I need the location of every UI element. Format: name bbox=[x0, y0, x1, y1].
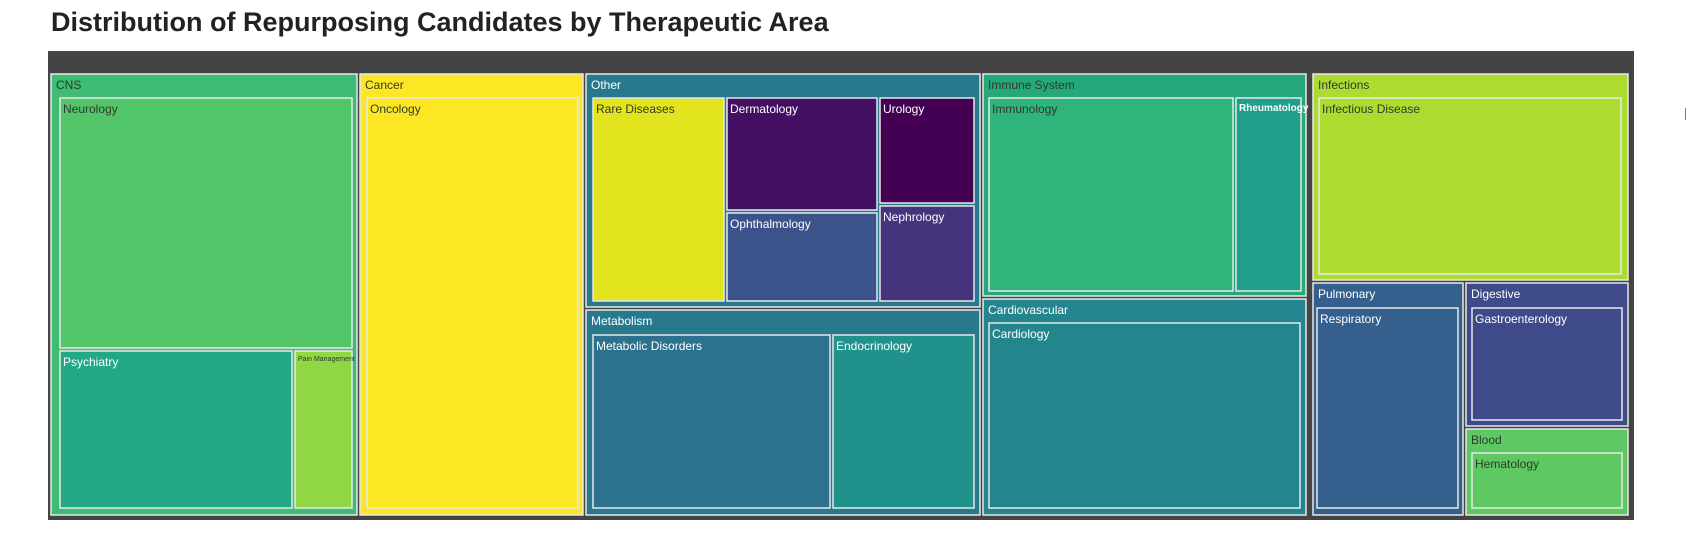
tile-label-nephrology: Nephrology bbox=[883, 210, 944, 224]
tile-label-cancer: Cancer bbox=[365, 78, 404, 92]
tile-urology[interactable] bbox=[879, 97, 975, 204]
tile-neurology[interactable] bbox=[59, 97, 353, 349]
tile-label-other: Other bbox=[591, 78, 621, 92]
tile-rheumatology[interactable] bbox=[1235, 97, 1302, 292]
tile-label-endocrinology: Endocrinology bbox=[836, 339, 912, 353]
tile-label-metabolic-disorders: Metabolic Disorders bbox=[596, 339, 702, 353]
tile-label-gastroenterology: Gastroenterology bbox=[1475, 312, 1567, 326]
tile-label-rare-diseases: Rare Diseases bbox=[596, 102, 675, 116]
tile-label-hematology: Hematology bbox=[1475, 457, 1539, 471]
tile-metabolic-disorders[interactable] bbox=[592, 334, 831, 509]
tile-label-cardiovascular: Cardiovascular bbox=[988, 303, 1068, 317]
treemap-tiles: CNS Neurology Psychiatry Pain Management Can… bbox=[50, 73, 1629, 516]
tile-oncology[interactable] bbox=[366, 97, 579, 509]
tile-cardiology[interactable] bbox=[988, 322, 1301, 509]
tile-ophthalmology[interactable] bbox=[726, 212, 878, 302]
tile-nephrology[interactable] bbox=[879, 205, 975, 302]
tile-label-ophthalmology: Ophthalmology bbox=[730, 217, 811, 231]
tile-label-cardiology: Cardiology bbox=[992, 327, 1049, 341]
tile-label-neurology: Neurology bbox=[63, 102, 118, 116]
tile-dermatology[interactable] bbox=[726, 97, 878, 211]
tile-respiratory[interactable] bbox=[1316, 307, 1459, 509]
tile-pain-management[interactable] bbox=[294, 350, 353, 509]
tile-infectious-disease[interactable] bbox=[1318, 97, 1622, 275]
tile-label-pain-management: Pain Management bbox=[298, 356, 355, 363]
tile-endocrinology[interactable] bbox=[832, 334, 975, 509]
tile-label-respiratory: Respiratory bbox=[1320, 312, 1381, 326]
tile-hematology[interactable] bbox=[1471, 452, 1623, 509]
tile-immunology[interactable] bbox=[988, 97, 1234, 292]
tile-rare-diseases[interactable] bbox=[592, 97, 725, 302]
tile-label-rheumatology: Rheumatology bbox=[1239, 103, 1309, 114]
tile-gastroenterology[interactable] bbox=[1471, 307, 1623, 421]
tile-label-pulmonary: Pulmonary bbox=[1318, 287, 1375, 301]
tile-label-dermatology: Dermatology bbox=[730, 102, 798, 116]
tile-label-infections: Infections bbox=[1318, 78, 1369, 92]
tile-label-urology: Urology bbox=[883, 102, 924, 116]
tile-label-oncology: Oncology bbox=[370, 102, 421, 116]
tile-label-blood: Blood bbox=[1471, 433, 1502, 447]
tile-label-immunology: Immunology bbox=[992, 102, 1057, 116]
tile-label-digestive: Digestive bbox=[1471, 287, 1521, 301]
tile-label-infectious-disease: Infectious Disease bbox=[1322, 102, 1420, 116]
tile-label-psychiatry: Psychiatry bbox=[63, 355, 118, 369]
tile-label-metabolism: Metabolism bbox=[591, 314, 652, 328]
tile-label-cns: CNS bbox=[56, 78, 81, 92]
tile-psychiatry[interactable] bbox=[59, 350, 293, 509]
tile-label-immune-system: Immune System bbox=[988, 78, 1075, 92]
scrollbar-edge bbox=[1685, 108, 1686, 120]
page-title: Distribution of Repurposing Candidates b… bbox=[51, 7, 829, 37]
